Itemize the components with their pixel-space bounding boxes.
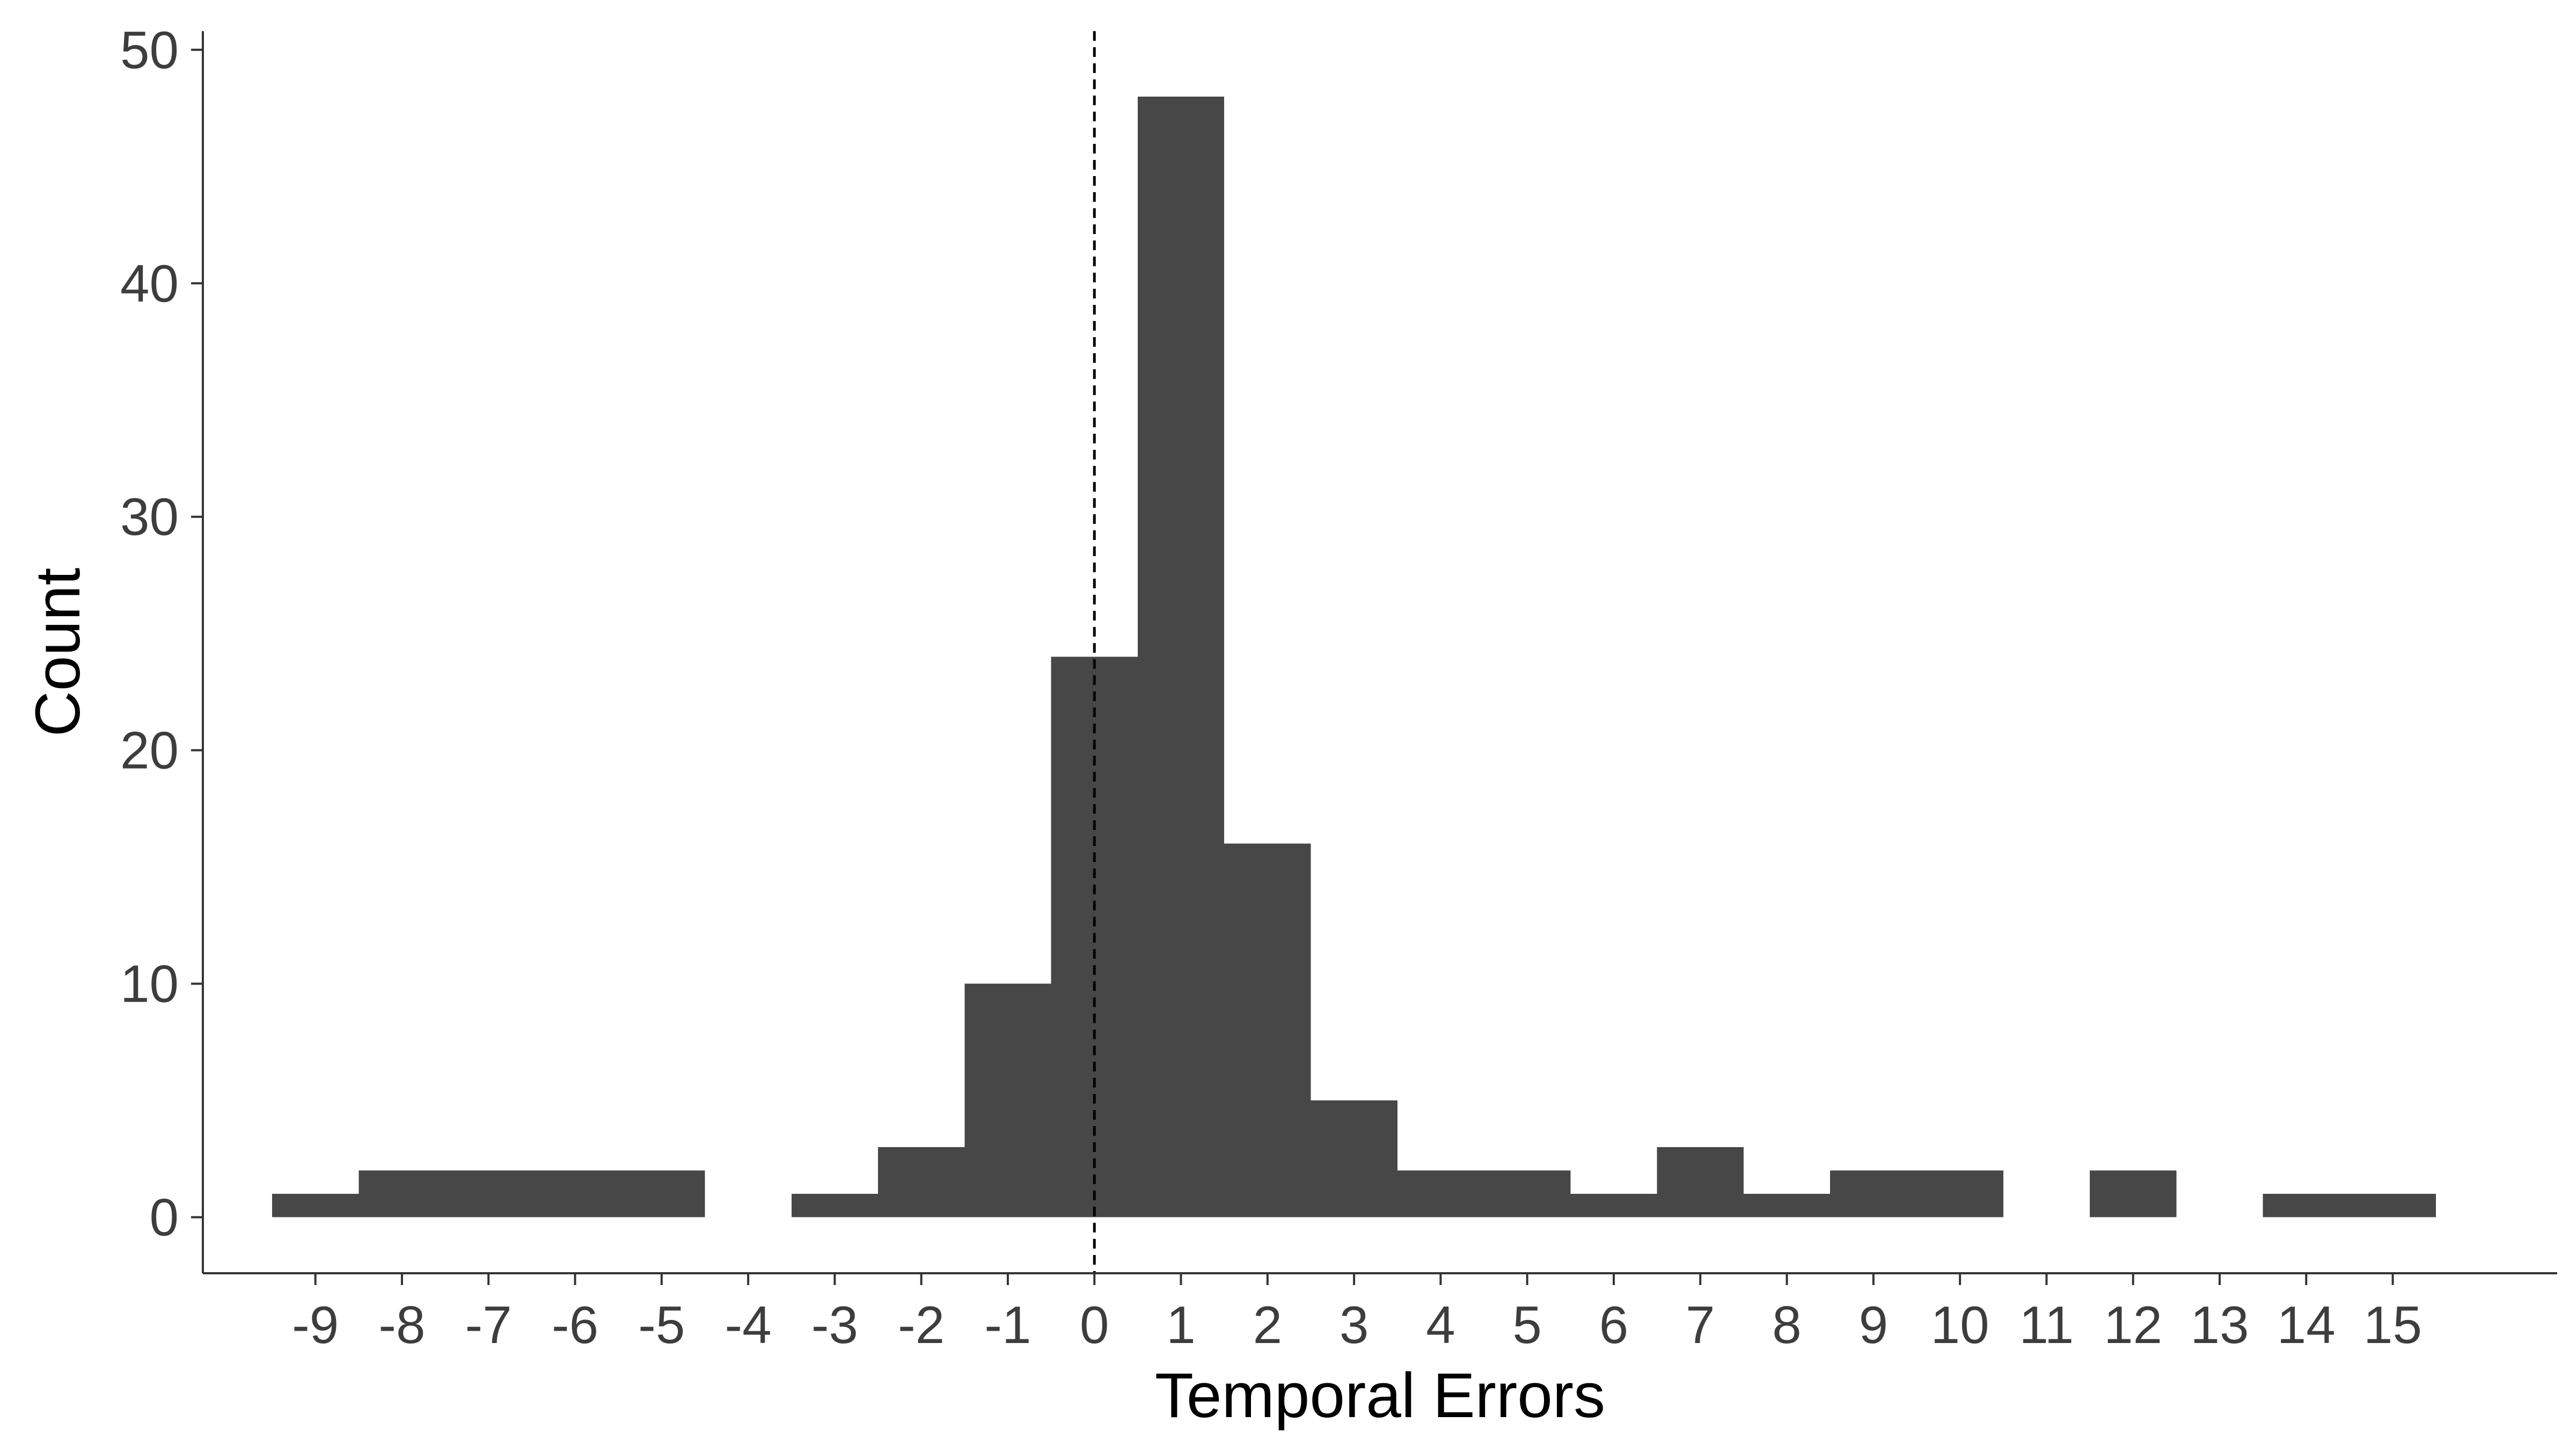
histogram-bar <box>1484 1170 1571 1217</box>
x-tick-label: 6 <box>1599 1295 1629 1354</box>
histogram-bar <box>1397 1170 1484 1217</box>
x-tick-label: 14 <box>2277 1295 2336 1354</box>
histogram-bar <box>2263 1194 2350 1217</box>
x-tick-label: 2 <box>1253 1295 1283 1354</box>
y-tick-label: 10 <box>120 954 179 1013</box>
y-axis-title: Count <box>23 568 93 737</box>
histogram-bar <box>1311 1100 1397 1217</box>
x-tick-label: 8 <box>1772 1295 1802 1354</box>
x-tick-label: 11 <box>2019 1295 2074 1354</box>
histogram-bar <box>618 1170 705 1217</box>
bars-layer <box>272 96 2436 1217</box>
histogram-bar <box>1570 1194 1657 1217</box>
x-tick-label: 12 <box>2104 1295 2162 1354</box>
y-tick-label: 0 <box>149 1188 179 1247</box>
x-tick-label: 3 <box>1340 1295 1369 1354</box>
histogram-bar <box>1916 1170 2003 1217</box>
histogram-bar <box>445 1170 532 1217</box>
histogram-bar <box>531 1170 619 1217</box>
histogram-bar <box>964 983 1051 1217</box>
histogram-bar <box>791 1194 879 1217</box>
y-tick-label: 40 <box>120 254 179 313</box>
x-tick-label: 10 <box>1931 1295 1989 1354</box>
y-tick-label: 20 <box>120 721 179 780</box>
histogram-bar <box>1830 1170 1917 1217</box>
x-tick-label: -8 <box>378 1295 425 1354</box>
x-tick-label: 9 <box>1859 1295 1889 1354</box>
histogram-bar <box>1137 96 1225 1217</box>
x-tick-label: 15 <box>2363 1295 2422 1354</box>
x-tick-label: -7 <box>465 1295 512 1354</box>
histogram-bar <box>272 1194 359 1217</box>
x-tick-label: 1 <box>1166 1295 1196 1354</box>
x-axis-title: Temporal Errors <box>1155 1360 1605 1431</box>
histogram-bar <box>1743 1194 1831 1217</box>
x-tick-label: 4 <box>1426 1295 1455 1354</box>
x-tick-label: 0 <box>1080 1295 1109 1354</box>
axes-layer <box>202 31 2557 1274</box>
x-tick-label: -3 <box>811 1295 858 1354</box>
x-tick-label: -5 <box>638 1295 685 1354</box>
y-tick-label: 30 <box>120 487 179 546</box>
x-tick-label: 7 <box>1686 1295 1715 1354</box>
histogram-bar <box>878 1147 965 1217</box>
x-ticks-layer: -9 -8 -7 -6 -5 -4 -3 -2 -1 0 1 2 3 4 5 6 7 8 9 10 11 12 13 14 15 <box>292 1273 2422 1354</box>
histogram-bar <box>358 1170 445 1217</box>
x-tick-label: -2 <box>898 1295 945 1354</box>
x-tick-label: 5 <box>1512 1295 1542 1354</box>
x-tick-label: -1 <box>984 1295 1031 1354</box>
x-tick-label: -9 <box>292 1295 339 1354</box>
x-tick-label: -4 <box>725 1295 772 1354</box>
histogram-bar <box>2349 1194 2436 1217</box>
x-tick-label: 13 <box>2190 1295 2249 1354</box>
histogram-bar <box>2090 1170 2177 1217</box>
y-ticks-layer: 0 10 20 30 40 50 <box>120 20 203 1247</box>
y-tick-label: 50 <box>120 20 179 79</box>
x-tick-label: -6 <box>552 1295 598 1354</box>
histogram-bar <box>1657 1147 1744 1217</box>
histogram-bar <box>1224 843 1311 1217</box>
